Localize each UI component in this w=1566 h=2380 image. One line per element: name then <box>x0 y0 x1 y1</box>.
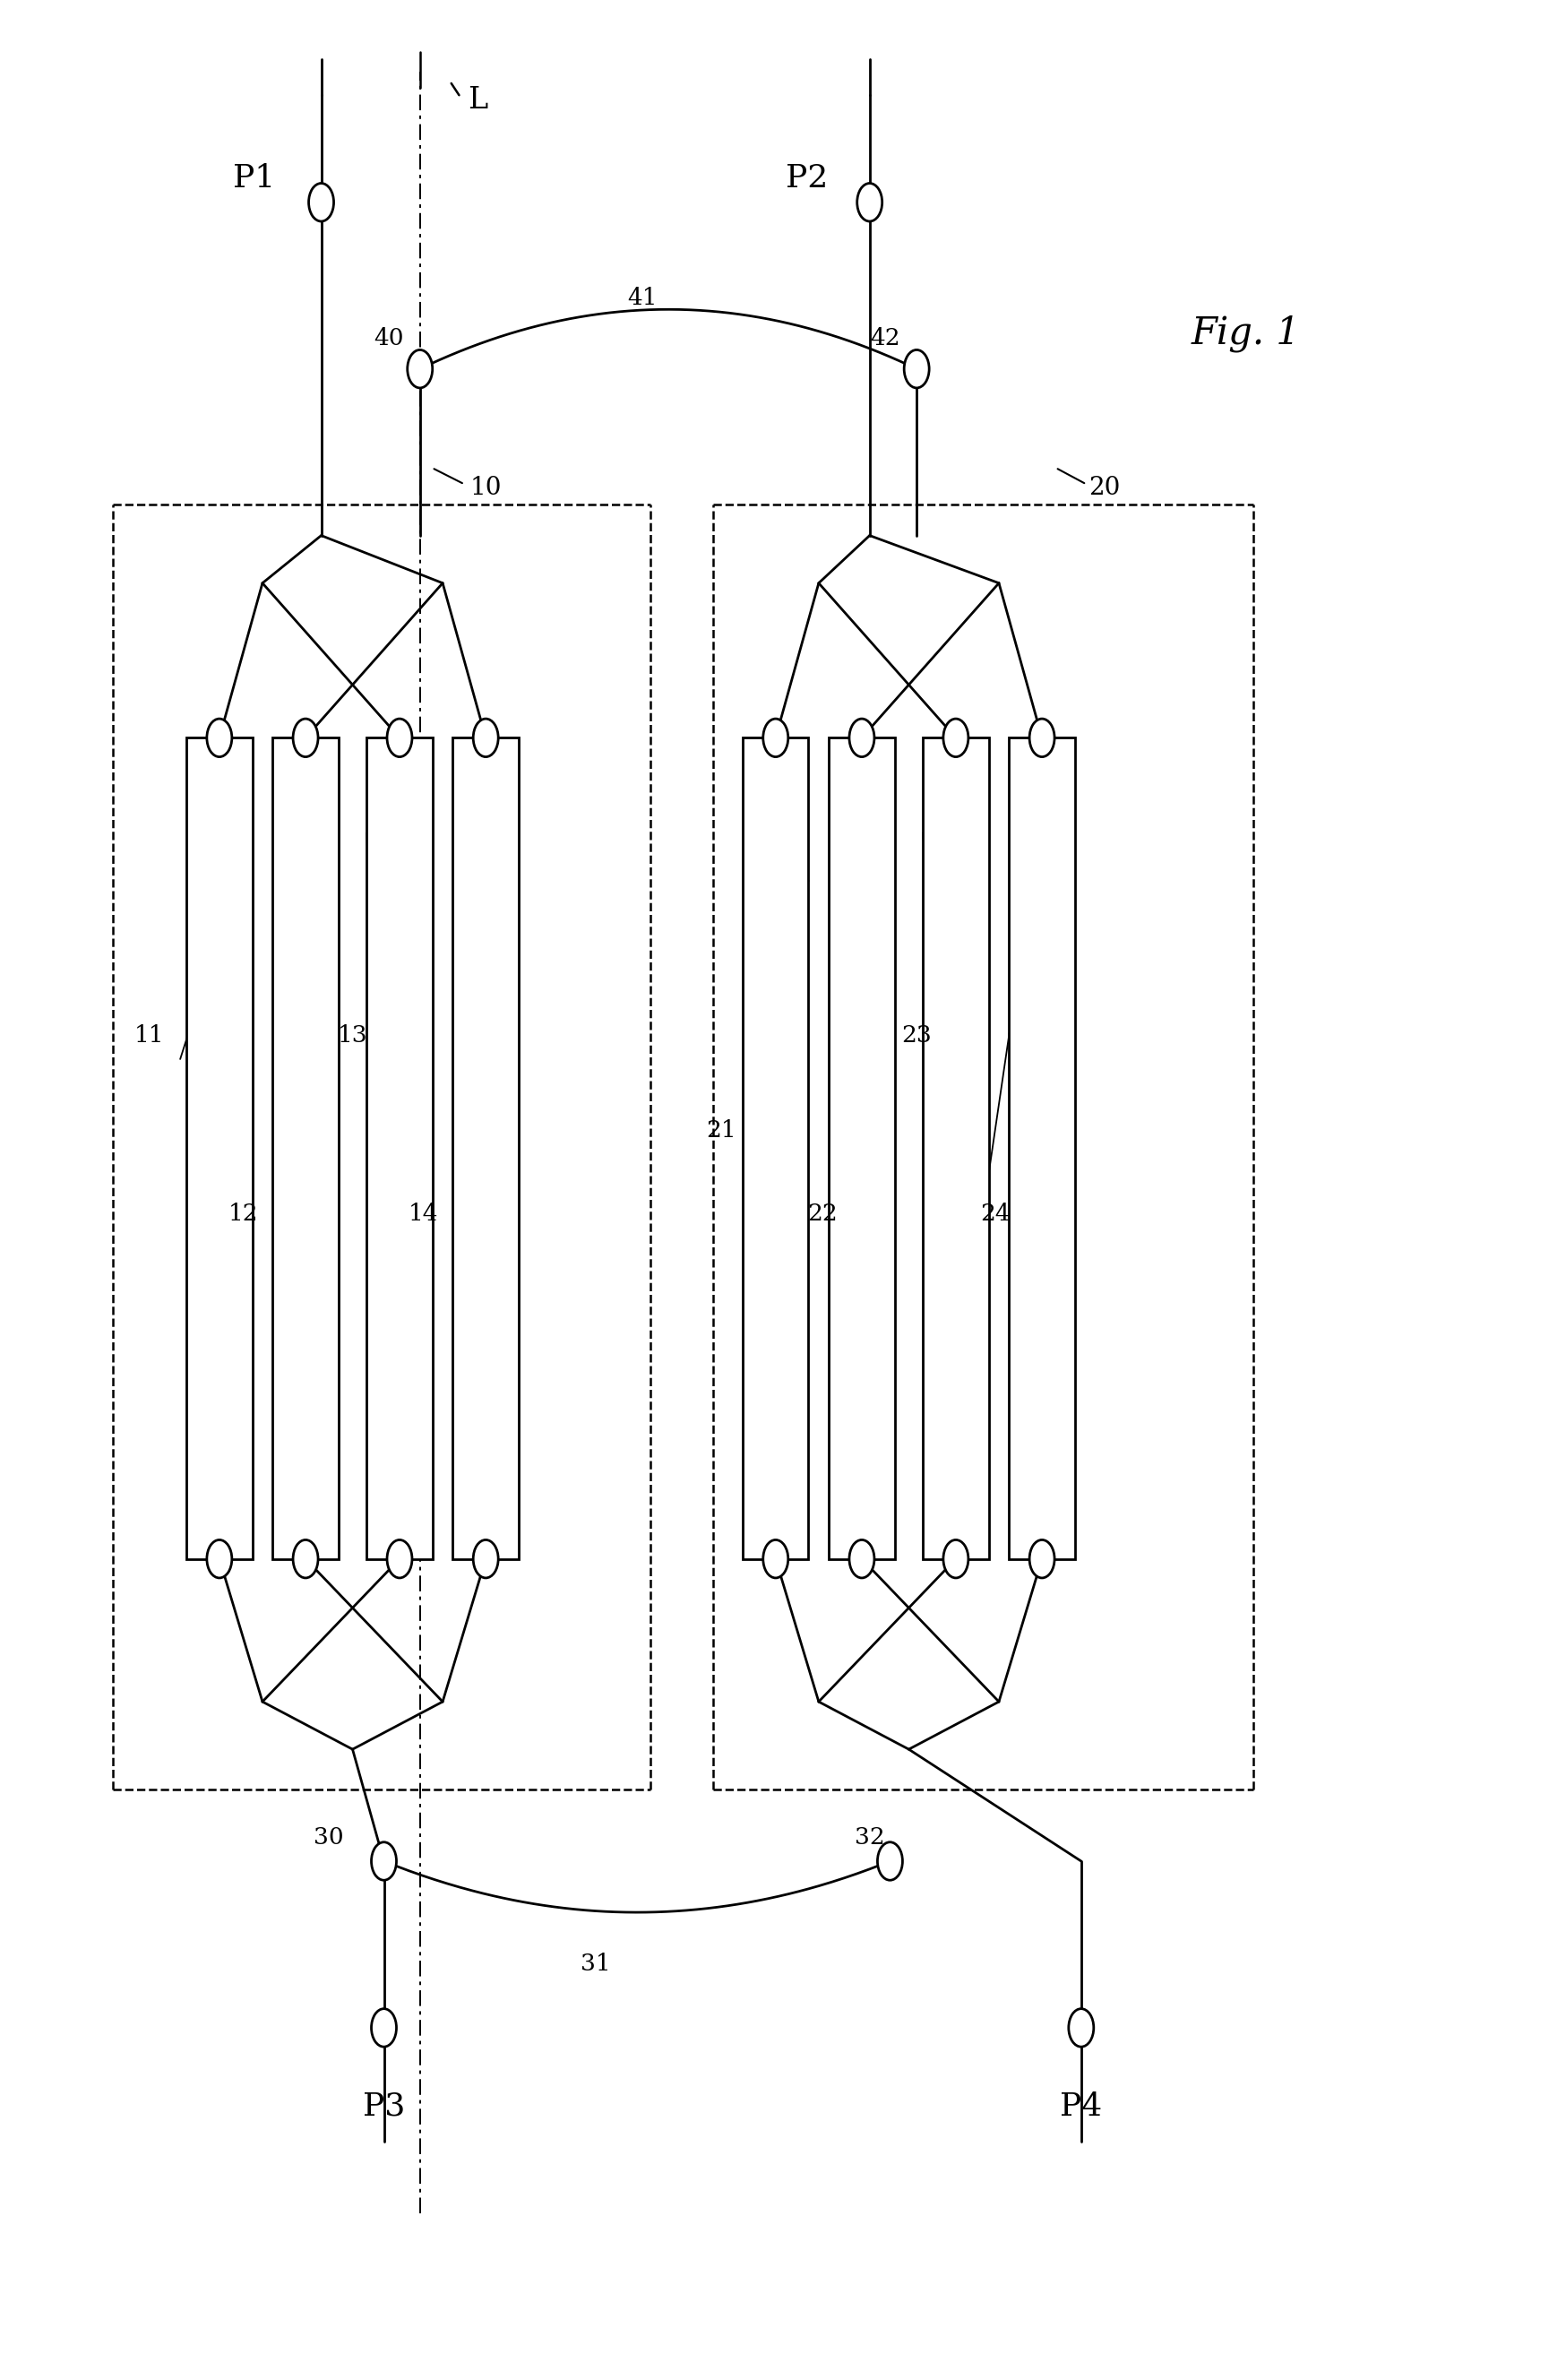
Bar <box>272 738 338 1559</box>
Circle shape <box>763 719 788 757</box>
Circle shape <box>1068 2009 1093 2047</box>
Text: 13: 13 <box>337 1023 368 1047</box>
Circle shape <box>371 2009 396 2047</box>
Text: 20: 20 <box>1088 476 1120 500</box>
Circle shape <box>943 1540 968 1578</box>
Text: 24: 24 <box>979 1202 1010 1226</box>
Text: 41: 41 <box>626 286 658 309</box>
Text: 31: 31 <box>579 1952 611 1975</box>
Text: 10: 10 <box>470 476 501 500</box>
Text: 22: 22 <box>806 1202 838 1226</box>
Circle shape <box>293 1540 318 1578</box>
Text: 40: 40 <box>373 326 404 350</box>
Circle shape <box>1029 719 1054 757</box>
Bar <box>828 738 894 1559</box>
Circle shape <box>387 719 412 757</box>
Circle shape <box>473 719 498 757</box>
Bar <box>186 738 252 1559</box>
Circle shape <box>407 350 432 388</box>
Circle shape <box>849 719 874 757</box>
Circle shape <box>1029 1540 1054 1578</box>
Text: Fig. 1: Fig. 1 <box>1190 314 1300 352</box>
Bar <box>922 738 988 1559</box>
Bar <box>1009 738 1074 1559</box>
Circle shape <box>857 183 882 221</box>
Text: 12: 12 <box>227 1202 258 1226</box>
Text: P3: P3 <box>362 2092 406 2121</box>
Text: 23: 23 <box>900 1023 932 1047</box>
Circle shape <box>877 1842 902 1880</box>
Text: P2: P2 <box>785 164 828 193</box>
Text: 42: 42 <box>869 326 900 350</box>
Circle shape <box>207 1540 232 1578</box>
Text: L: L <box>468 86 487 114</box>
Text: 30: 30 <box>313 1825 345 1849</box>
Bar <box>742 738 808 1559</box>
Text: P4: P4 <box>1059 2092 1102 2121</box>
Text: 21: 21 <box>705 1119 736 1142</box>
Text: 32: 32 <box>853 1825 885 1849</box>
Circle shape <box>473 1540 498 1578</box>
Circle shape <box>387 1540 412 1578</box>
Text: P1: P1 <box>232 164 276 193</box>
Circle shape <box>849 1540 874 1578</box>
Text: 14: 14 <box>407 1202 438 1226</box>
Bar <box>366 738 432 1559</box>
Circle shape <box>207 719 232 757</box>
Circle shape <box>293 719 318 757</box>
Circle shape <box>309 183 334 221</box>
Circle shape <box>943 719 968 757</box>
Text: 11: 11 <box>133 1023 164 1047</box>
Circle shape <box>904 350 929 388</box>
Circle shape <box>763 1540 788 1578</box>
Bar <box>453 738 518 1559</box>
Circle shape <box>371 1842 396 1880</box>
